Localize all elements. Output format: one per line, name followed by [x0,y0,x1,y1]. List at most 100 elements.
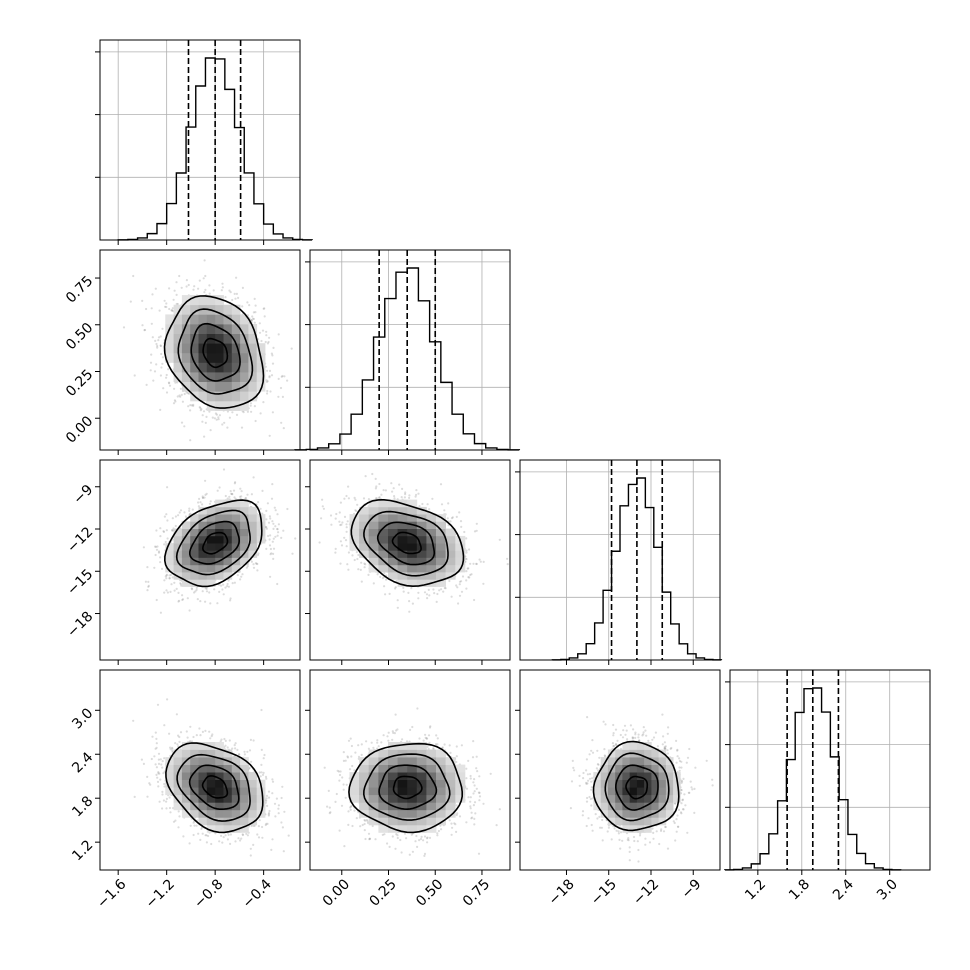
sample-point [236,574,239,577]
sample-point [159,344,162,348]
sample-point [440,588,443,591]
sample-point [189,409,192,412]
sample-point [157,551,161,554]
sample-point [200,408,203,411]
sample-point [271,354,274,357]
sample-point [171,576,174,579]
sample-point [254,311,257,314]
sample-point [168,577,171,580]
sample-point [364,563,367,566]
sample-point [213,417,216,420]
density-cell [173,352,183,363]
sample-point [241,286,244,289]
sample-point [239,578,242,581]
sample-point [451,516,454,519]
density-cell [231,514,241,522]
sample-point [423,591,427,594]
panel-frame [99,249,301,451]
sample-point [149,361,153,364]
density-cell [240,535,249,544]
density-cell [198,535,208,544]
sample-point [201,414,204,417]
density-cell [223,324,233,334]
sample-point [159,611,162,614]
sample-point [215,418,218,421]
hist-panel-0 [95,39,313,245]
density-cell [240,528,249,537]
hist-panel-1 [294,249,521,455]
sample-point [279,386,283,390]
density-cell [173,564,183,573]
sample-point [255,562,258,565]
density-cell [173,543,183,551]
contour-line [189,520,241,565]
sample-point [229,291,232,294]
density-cell [181,304,191,315]
sample-point [271,483,274,486]
density-cell [206,514,216,522]
sample-point [268,434,271,437]
sample-point [199,406,202,410]
sample-point [233,496,236,499]
density-cell [215,352,224,363]
sample-point [189,439,192,442]
sample-point [283,375,286,378]
sample-point [277,395,280,398]
sample-point [172,402,176,405]
density-cell [181,343,191,354]
sample-point [330,523,333,526]
sample-point [403,496,406,499]
sample-point [175,293,178,296]
sample-point [163,299,166,302]
sample-point [261,489,264,492]
sample-point [266,392,269,395]
sample-point [265,509,268,512]
sample-point [294,537,297,540]
density-cell [198,352,208,363]
sample-point [185,285,188,288]
sample-point [232,489,236,492]
sample-point [269,575,272,578]
sample-point [147,585,150,588]
density-cell [190,295,199,306]
sample-point [161,327,164,330]
sample-point [265,334,268,337]
sample-point [201,496,205,499]
sample-point [250,560,253,563]
sample-point [221,286,224,289]
sample-point [173,589,176,592]
density-cell [223,550,233,558]
sample-point [151,336,154,339]
sample-point [174,515,177,518]
density-cell [198,391,208,402]
sample-point [159,556,162,559]
density-cell [198,572,208,580]
sample-point [270,552,273,555]
density-cell [223,521,233,529]
sample-point [179,395,182,398]
density-cell [248,343,258,354]
density-cell [173,550,183,558]
sample-point [201,496,204,499]
sample-point [344,539,348,542]
sample-point [347,497,350,500]
density-cell [223,543,233,551]
density-cell [181,372,191,382]
hist-panel-2 [515,459,723,665]
density-cell [215,400,224,411]
sample-point [177,600,180,603]
sample-point [353,558,356,562]
sample-point [270,497,274,500]
sample-point [175,302,178,306]
sample-point [171,529,174,532]
sample-point [154,339,157,342]
sample-point [161,362,164,365]
density-cell [198,521,208,529]
density-cell [206,381,216,392]
sample-point [214,412,217,415]
density-cell [206,314,216,325]
sample-point [398,483,401,486]
sample-point [276,528,279,531]
sample-point [193,591,196,594]
sample-point [209,500,212,503]
